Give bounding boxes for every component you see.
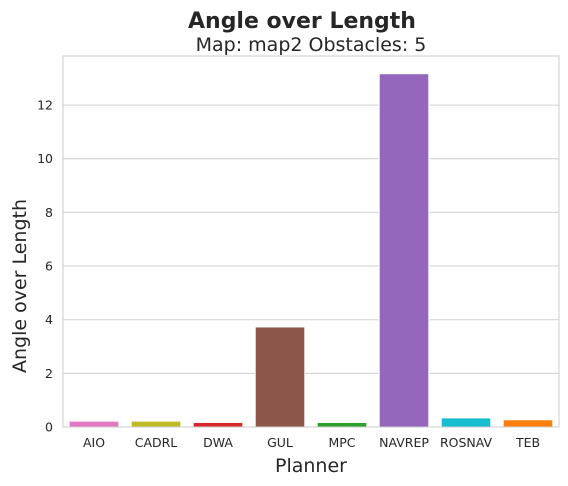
bar-cadrl xyxy=(130,420,182,428)
y-axis-ticks: 0 2 4 6 8 10 12 xyxy=(37,98,53,435)
y-tick-label: 12 xyxy=(37,98,53,113)
plot-bars xyxy=(68,73,554,428)
bar-navrep xyxy=(378,73,430,428)
plot-frame xyxy=(62,55,560,428)
bar-dwa xyxy=(192,421,244,428)
bar-mpc xyxy=(316,421,368,428)
plot-grid xyxy=(63,104,559,428)
x-tick-label-navrep: NAVREP xyxy=(379,435,429,450)
x-tick-label-teb: TEB xyxy=(515,435,540,450)
bar-gul xyxy=(254,326,306,428)
chart-title: Map: map2 Obstacles: 5 xyxy=(196,34,427,56)
bar-teb xyxy=(502,419,554,428)
y-tick-label: 6 xyxy=(45,259,53,274)
bar-aio xyxy=(68,420,120,428)
y-tick-label: 10 xyxy=(37,151,53,166)
x-tick-label-rosnav: ROSNAV xyxy=(440,435,493,450)
x-axis-ticks: AIO CADRL DWA GUL MPC NAVREP ROSNAV TEB xyxy=(83,435,540,450)
chart-suptitle: Angle over Length xyxy=(188,9,416,34)
y-axis-label: Angle over Length xyxy=(9,199,31,373)
y-tick-label: 2 xyxy=(45,366,53,381)
x-tick-label-gul: GUL xyxy=(267,435,293,450)
x-axis-label: Planner xyxy=(275,455,347,477)
x-tick-label-cadrl: CADRL xyxy=(135,435,178,450)
y-tick-label: 8 xyxy=(45,205,53,220)
y-tick-label: 4 xyxy=(45,312,53,327)
x-tick-label-dwa: DWA xyxy=(203,435,233,450)
x-tick-label-aio: AIO xyxy=(83,435,105,450)
bar-rosnav xyxy=(440,417,492,428)
x-tick-label-mpc: MPC xyxy=(328,435,355,450)
y-tick-label: 0 xyxy=(45,420,53,435)
